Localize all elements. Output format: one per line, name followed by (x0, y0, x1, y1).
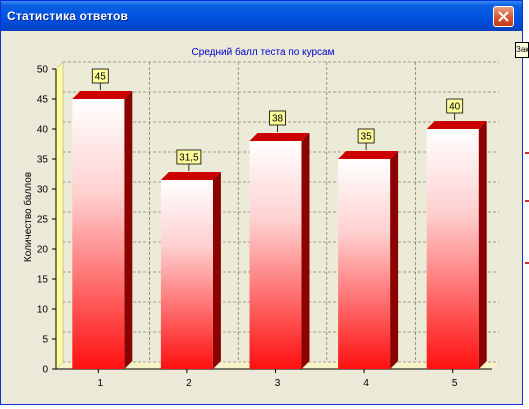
bar-top (338, 151, 399, 159)
tooltip: Зак (515, 42, 529, 58)
close-button[interactable] (493, 6, 514, 27)
bar-top (160, 172, 221, 180)
bar-side (124, 91, 133, 369)
y-tick-label: 15 (37, 275, 49, 286)
data-label: 45 (95, 72, 107, 83)
left-wall (55, 61, 64, 370)
background-edge (523, 150, 529, 320)
close-icon (498, 11, 509, 22)
y-tick-label: 35 (37, 155, 49, 166)
data-label-box (269, 110, 286, 126)
bar-side (390, 151, 399, 369)
data-label: 35 (361, 132, 373, 143)
y-tick-label: 50 (37, 65, 49, 76)
x-tick-label: 2 (186, 378, 192, 389)
bar-top (249, 133, 310, 141)
bar (426, 129, 479, 369)
data-label: 31,5 (179, 153, 199, 164)
bar (160, 180, 213, 369)
y-axis-label: Количество баллов (22, 172, 34, 262)
bar-side (301, 133, 310, 369)
y-tick-label: 30 (37, 185, 49, 196)
data-label-box (91, 68, 109, 84)
x-tick-label: 5 (452, 378, 458, 389)
bar-side (212, 172, 221, 369)
bar (249, 141, 302, 369)
x-tick-label: 1 (98, 378, 104, 389)
y-tick-label: 10 (37, 305, 49, 316)
bar-chart: Средний балл теста по курсам 05101520253… (22, 46, 499, 389)
chart-title: Средний балл теста по курсам (192, 46, 335, 58)
data-label: 38 (272, 114, 284, 125)
title-bar[interactable]: Статистика ответов (1, 1, 522, 31)
y-tick-label: 20 (37, 245, 49, 256)
plot-area: 0 5 10 15 20 25 30 35 40 45 50 45 1 31,5 2 38 3 35 4 40 5 (37, 61, 499, 389)
data-label-box (357, 128, 375, 144)
bar-side (478, 121, 487, 369)
data-label-box (446, 98, 464, 114)
bar (72, 99, 125, 369)
y-tick-label: 25 (37, 215, 49, 226)
bar (338, 159, 391, 369)
y-tick-label: 45 (37, 95, 49, 106)
statistics-window: Статистика ответов Средний балл теста по… (0, 0, 523, 405)
y-tick-label: 5 (42, 335, 48, 346)
bar-top (426, 121, 487, 129)
data-label: 40 (449, 102, 461, 113)
x-tick-label: 3 (275, 378, 281, 389)
bar-top (72, 91, 133, 99)
x-tick-label: 4 (363, 378, 369, 389)
window-title: Статистика ответов (7, 9, 129, 23)
data-label-box (176, 149, 202, 165)
y-tick-label: 0 (42, 365, 48, 376)
y-tick-label: 40 (37, 125, 49, 136)
